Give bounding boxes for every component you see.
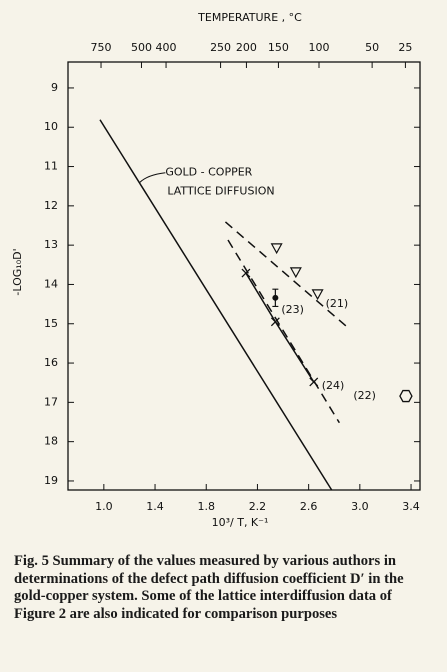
x-tick-label: 1.8 [197,500,215,513]
x-tick-label: 2.6 [300,500,318,513]
x-tick-label: 3.0 [351,500,369,513]
top-tick-label: 250 [210,41,231,54]
fit-line [224,221,348,328]
x-tick-label: 1.4 [146,500,164,513]
hexagon-marker [399,389,413,403]
y-tick-label: 14 [44,277,58,290]
annotation: LATTICE DIFFUSION [167,185,274,198]
y-tick-label: 13 [44,238,58,251]
top-tick-label: 50 [365,41,379,54]
y-tick-label: 10 [44,120,58,133]
triangle-marker [311,289,324,301]
series-label: (21) [326,297,349,310]
annotation-leader [139,172,166,184]
top-tick-label: 25 [398,41,412,54]
top-tick-label: 400 [156,41,177,54]
caption: Fig. 5 Summary of the values measured by… [14,553,404,622]
cross-marker [270,317,280,327]
triangle-marker [289,267,302,279]
top-tick-label: 750 [91,41,112,54]
top-tick-label: 100 [309,41,330,54]
triangle-marker [270,243,283,255]
series-line [99,119,333,491]
top-axis-label: TEMPERATURE , °C [197,11,302,24]
y-tick-label: 17 [44,395,58,408]
cross-marker [241,268,251,278]
y-tick-label: 15 [44,317,58,330]
chart: TEMPERATURE , °C 10³/ T, K⁻¹ -LOG₁₀D' 9 1… [11,11,421,529]
y-tick-label: 11 [44,160,58,173]
x-axis-label: 10³/ T, K⁻¹ [212,516,269,529]
top-tick-label: 500 [131,41,152,54]
x-tick-label: 1.0 [95,500,113,513]
x-tick-label: 3.4 [402,500,420,513]
series-label: (22) [353,389,376,402]
top-tick-label: 150 [268,41,289,54]
fit-line [227,239,341,424]
annotation: GOLD - COPPER [165,166,252,179]
y-tick-label: 12 [44,199,58,212]
top-tick-label: 200 [236,41,257,54]
series-line [245,272,315,383]
circle-marker [272,294,279,301]
x-tick-label: 2.2 [249,500,267,513]
y-axis-label: -LOG₁₀D' [11,248,24,295]
series-label: (24) [322,379,345,392]
plot-frame [67,61,421,491]
cross-marker [309,377,319,387]
y-tick-label: 16 [44,356,58,369]
y-tick-label: 18 [44,435,58,448]
series-label: (23) [281,303,304,316]
y-tick-label: 9 [51,81,58,94]
y-tick-label: 19 [44,474,58,487]
